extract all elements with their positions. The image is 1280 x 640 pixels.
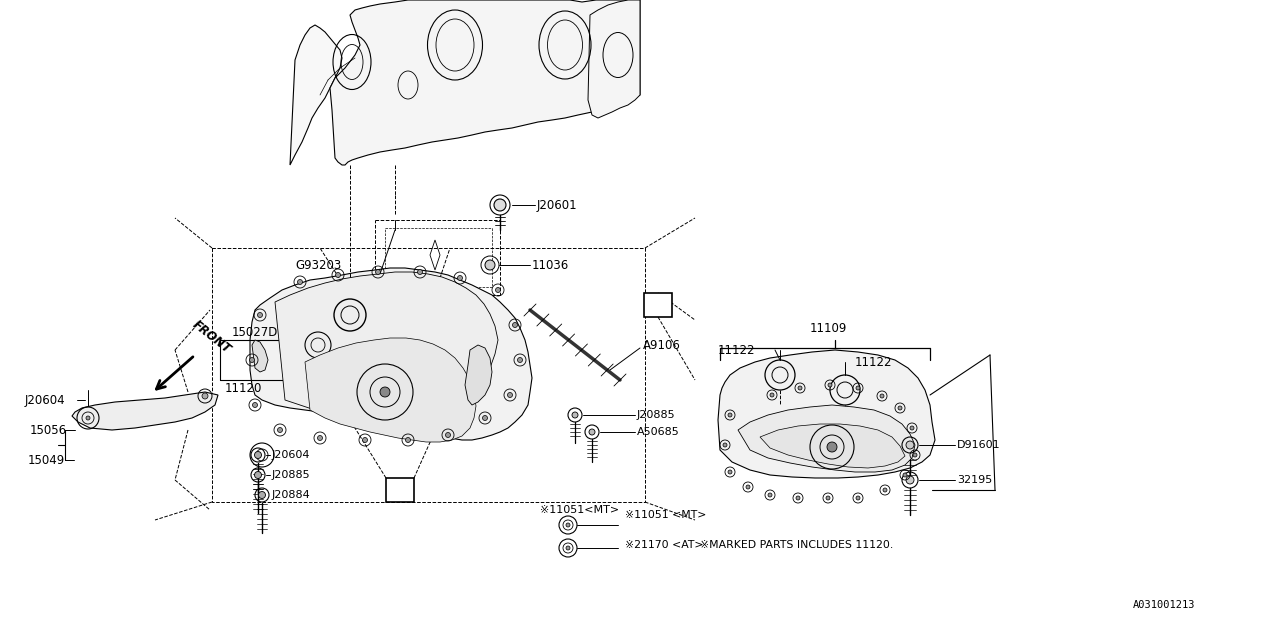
Polygon shape (305, 338, 476, 442)
Circle shape (910, 426, 914, 430)
Circle shape (257, 312, 262, 317)
Circle shape (723, 443, 727, 447)
Circle shape (406, 438, 411, 442)
Circle shape (86, 416, 90, 420)
Text: 15056: 15056 (29, 424, 67, 436)
Circle shape (255, 451, 261, 458)
Circle shape (507, 392, 512, 397)
Text: A: A (653, 298, 663, 312)
Text: A9106: A9106 (643, 339, 681, 351)
Polygon shape (252, 340, 268, 372)
Text: ※21170 <AT>: ※21170 <AT> (625, 540, 704, 550)
Circle shape (566, 546, 570, 550)
Text: 11122: 11122 (855, 355, 892, 369)
Polygon shape (739, 405, 915, 472)
Circle shape (375, 269, 380, 275)
Circle shape (445, 433, 451, 438)
Polygon shape (330, 0, 640, 165)
Polygon shape (465, 345, 492, 405)
Circle shape (902, 473, 908, 477)
Circle shape (728, 470, 732, 474)
Circle shape (278, 428, 283, 433)
Circle shape (827, 442, 837, 452)
Text: J20601: J20601 (538, 198, 577, 211)
Text: A50685: A50685 (637, 427, 680, 437)
Circle shape (796, 496, 800, 500)
Text: J20885: J20885 (273, 470, 311, 480)
Circle shape (899, 406, 902, 410)
Circle shape (259, 492, 265, 499)
Text: 11120: 11120 (225, 381, 262, 394)
Polygon shape (588, 0, 640, 118)
Circle shape (881, 394, 884, 398)
Text: 15027D: 15027D (232, 326, 278, 339)
Text: ※MARKED PARTS INCLUDES 11120.: ※MARKED PARTS INCLUDES 11120. (700, 540, 893, 550)
Text: ※11051 <MT>: ※11051 <MT> (625, 510, 707, 520)
Circle shape (483, 415, 488, 420)
Circle shape (512, 323, 517, 328)
Circle shape (728, 413, 732, 417)
Circle shape (362, 438, 367, 442)
Text: 32195: 32195 (957, 475, 992, 485)
Circle shape (906, 476, 914, 484)
Polygon shape (760, 424, 905, 468)
Polygon shape (718, 350, 934, 478)
Circle shape (494, 199, 506, 211)
Circle shape (566, 523, 570, 527)
Circle shape (856, 386, 860, 390)
Circle shape (457, 275, 462, 280)
Circle shape (417, 269, 422, 275)
Text: D91601: D91601 (957, 440, 1001, 450)
Text: 11122: 11122 (718, 344, 755, 356)
Text: 11036: 11036 (532, 259, 570, 271)
FancyBboxPatch shape (387, 478, 413, 502)
Circle shape (317, 435, 323, 440)
Circle shape (255, 472, 261, 479)
Circle shape (589, 429, 595, 435)
Circle shape (828, 383, 832, 387)
Circle shape (771, 393, 774, 397)
Circle shape (495, 287, 500, 292)
Text: J20604: J20604 (273, 450, 311, 460)
Circle shape (826, 496, 829, 500)
Circle shape (856, 496, 860, 500)
Circle shape (202, 393, 209, 399)
Circle shape (906, 441, 914, 449)
Polygon shape (250, 268, 532, 440)
Circle shape (297, 280, 302, 285)
Text: 15049: 15049 (28, 454, 65, 467)
Polygon shape (291, 25, 342, 165)
Text: ※11051<MT>: ※11051<MT> (540, 505, 620, 515)
Circle shape (517, 358, 522, 362)
Circle shape (380, 387, 390, 397)
Circle shape (797, 386, 803, 390)
Text: J20885: J20885 (637, 410, 676, 420)
Text: A: A (396, 483, 404, 497)
Text: 11109: 11109 (810, 321, 847, 335)
Polygon shape (72, 392, 218, 430)
Circle shape (572, 412, 579, 418)
Circle shape (913, 453, 916, 457)
Circle shape (485, 260, 495, 270)
Polygon shape (275, 272, 498, 420)
Text: J20604: J20604 (26, 394, 65, 406)
Text: A031001213: A031001213 (1133, 600, 1196, 610)
Circle shape (335, 273, 340, 278)
Text: FRONT: FRONT (189, 318, 233, 356)
Text: J20884: J20884 (273, 490, 311, 500)
FancyBboxPatch shape (644, 293, 672, 317)
Circle shape (746, 485, 750, 489)
Circle shape (883, 488, 887, 492)
Circle shape (250, 358, 255, 362)
Circle shape (768, 493, 772, 497)
Text: G93203: G93203 (294, 259, 342, 271)
Circle shape (252, 403, 257, 408)
